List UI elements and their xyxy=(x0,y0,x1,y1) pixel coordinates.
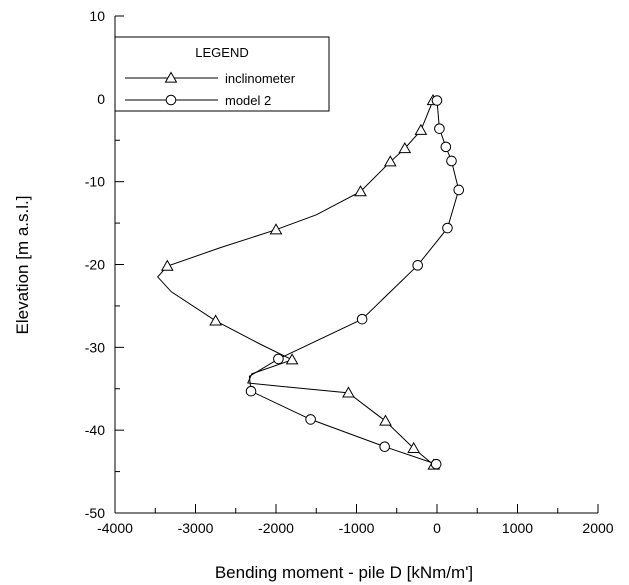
y-tick-label: -20 xyxy=(85,257,105,273)
x-tick-label: 1000 xyxy=(502,520,533,536)
circle-marker xyxy=(357,314,367,324)
triangle-marker xyxy=(162,261,173,271)
y-tick-label: -40 xyxy=(85,422,105,438)
triangle-marker xyxy=(415,125,426,135)
circle-marker xyxy=(432,96,442,106)
circle-marker xyxy=(435,124,445,134)
series-0 xyxy=(158,95,440,469)
circle-marker xyxy=(274,354,284,364)
circle-marker xyxy=(306,415,316,425)
x-axis-title: Bending moment - pile D [kNm/m'] xyxy=(215,563,473,582)
legend-label: model 2 xyxy=(225,93,271,108)
circle-marker xyxy=(441,142,451,152)
series-line xyxy=(249,101,458,465)
legend-title: LEGEND xyxy=(195,45,248,60)
circle-marker xyxy=(447,156,457,166)
legend-marker xyxy=(166,95,176,105)
triangle-marker xyxy=(210,315,221,325)
y-tick-label: -30 xyxy=(85,339,105,355)
series-layer xyxy=(158,95,464,469)
circle-marker xyxy=(454,185,464,195)
series-1 xyxy=(246,96,463,469)
x-tick-label: -2000 xyxy=(258,520,294,536)
x-tick-label: -4000 xyxy=(97,520,133,536)
circle-marker xyxy=(413,261,423,271)
y-tick-label: -50 xyxy=(85,505,105,521)
circle-marker xyxy=(431,459,441,469)
x-tick-label: 2000 xyxy=(582,520,613,536)
triangle-marker xyxy=(380,416,391,426)
triangle-marker xyxy=(287,354,298,364)
y-axis-title: Elevation [m a.s.l.] xyxy=(13,196,32,335)
x-tick-label: -1000 xyxy=(339,520,375,536)
circle-marker xyxy=(380,442,390,452)
legend: LEGEND inclinometer model 2 xyxy=(115,37,329,111)
y-tick-label: 0 xyxy=(97,91,105,107)
y-tick-label: 10 xyxy=(89,8,105,24)
y-tick-label: -10 xyxy=(85,174,105,190)
x-tick-label: -3000 xyxy=(178,520,214,536)
series-line xyxy=(158,101,434,466)
circle-marker xyxy=(443,223,453,233)
triangle-marker xyxy=(271,224,282,234)
x-tick-label: 0 xyxy=(433,520,441,536)
circle-marker xyxy=(246,386,256,396)
legend-label: inclinometer xyxy=(225,71,296,86)
